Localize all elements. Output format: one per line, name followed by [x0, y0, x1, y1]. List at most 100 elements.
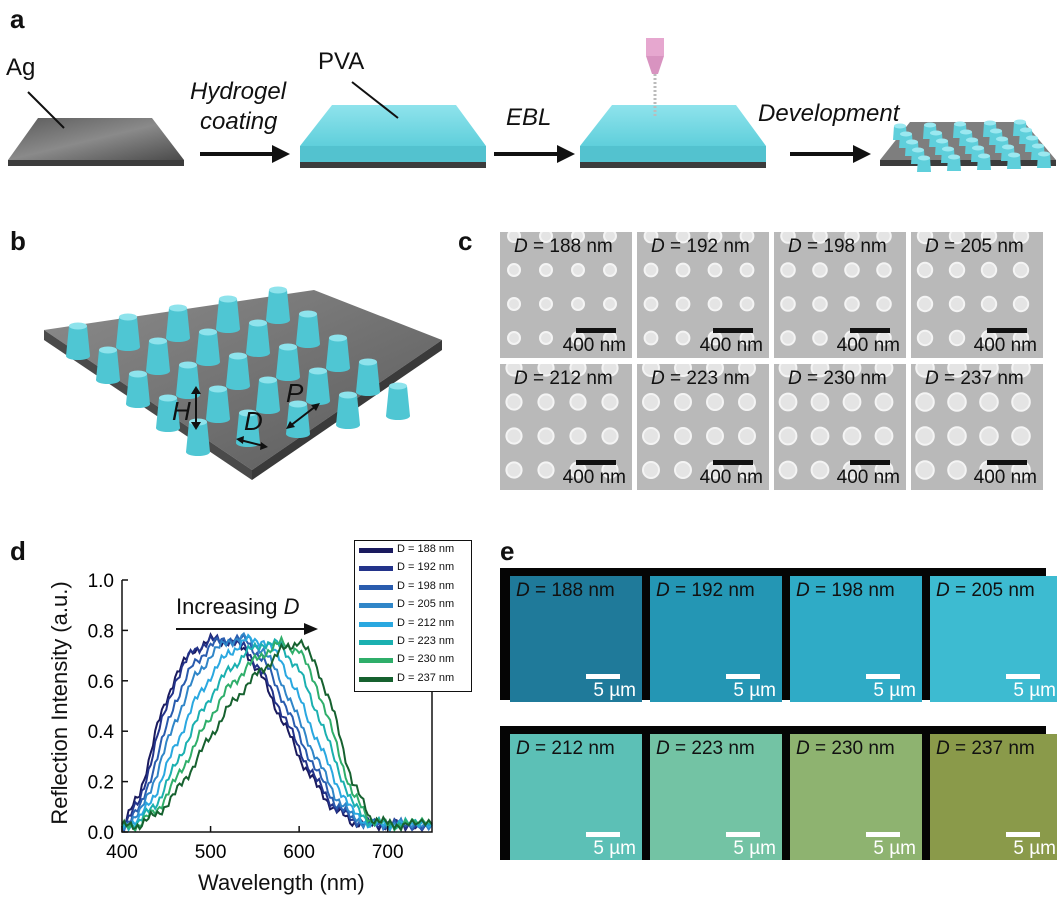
- sem-pillar-dot: [642, 427, 660, 445]
- scale-bar: [586, 832, 620, 837]
- sem-pillar-dot: [505, 461, 523, 479]
- sem-pillar-dot: [507, 232, 521, 243]
- developed-pillar-array: [880, 119, 1056, 172]
- optical-tile: D = 192 nm 5 µm: [650, 576, 782, 702]
- pillar: [126, 370, 150, 408]
- pva-coated-substrate: [300, 105, 486, 168]
- y-tick-label: 0.0: [88, 823, 114, 844]
- scale-bar: [726, 832, 760, 837]
- sem-pillar-dot: [603, 232, 617, 243]
- sem-pillar-dot: [947, 392, 967, 412]
- sem-pillar-dot: [916, 232, 934, 245]
- sem-diameter-label: D = 230 nm: [788, 368, 887, 389]
- sem-pillar-dot: [874, 392, 894, 412]
- sem-pillar-dot: [980, 261, 998, 279]
- sem-pillar-dot: [537, 427, 555, 445]
- legend-swatch: [359, 603, 393, 609]
- increasing-d-arrow: [176, 623, 318, 635]
- sem-pillar-dot: [539, 263, 553, 277]
- y-tick-label: 0.6: [88, 672, 114, 693]
- sem-pillar-dot: [738, 427, 756, 445]
- sem-pillar-dot: [571, 297, 585, 311]
- diameter-arrow: [236, 436, 268, 450]
- sem-pillar-dot: [842, 364, 862, 378]
- scale-bar-label: 5 µm: [733, 838, 776, 859]
- sem-pillar-dot: [844, 296, 860, 312]
- sem-pillar-dot: [780, 262, 796, 278]
- scale-bar: [576, 460, 616, 465]
- scale-bar: [1006, 832, 1040, 837]
- scale-bar-label: 400 nm: [699, 335, 763, 356]
- sem-pillar-dot: [778, 460, 798, 480]
- y-tick-label: 0.8: [88, 621, 114, 642]
- optical-diameter-label: D = 212 nm: [516, 738, 615, 759]
- scale-bar-label: 5 µm: [1013, 838, 1056, 859]
- sem-pillar-dot: [810, 460, 830, 480]
- scale-bar: [726, 674, 760, 679]
- sem-pillar-dot: [569, 427, 587, 445]
- sem-pillar-dot: [812, 262, 828, 278]
- sem-pillar-dot: [1011, 426, 1031, 446]
- sem-pillar-dot: [642, 393, 660, 411]
- sem-pillar-dot: [674, 461, 692, 479]
- sem-pillar-dot: [780, 232, 796, 244]
- sem-pillar-dot: [601, 427, 619, 445]
- scale-bar-label: 5 µm: [1013, 680, 1056, 701]
- pillar: [116, 313, 140, 351]
- sem-pillar-dot: [601, 364, 619, 377]
- panel-label-a: a: [10, 4, 25, 34]
- pillar-small: [1037, 151, 1051, 168]
- sem-pillar-dot: [643, 262, 659, 278]
- hydrogel-coating-label-1: Hydrogel: [190, 78, 287, 105]
- pillar: [156, 394, 180, 432]
- legend-swatch: [359, 640, 393, 645]
- scale-bar-label: 400 nm: [973, 467, 1037, 488]
- pillar: [216, 295, 240, 333]
- pillar: [256, 376, 280, 414]
- pillar: [246, 319, 270, 357]
- sem-pillar-dot: [507, 331, 521, 345]
- sem-pillar-dot: [1011, 392, 1031, 412]
- pva-pointer-line: [351, 81, 399, 119]
- sem-pillar-dot: [603, 297, 617, 311]
- sem-diameter-label: D = 212 nm: [514, 368, 613, 389]
- sem-pillar-dot: [675, 330, 691, 346]
- electron-beam-gun: [646, 38, 664, 118]
- sem-pillar-dot: [738, 364, 756, 377]
- height-arrow: [191, 386, 201, 430]
- sem-pillar-dot: [916, 261, 934, 279]
- sem-pillar-dot: [505, 364, 523, 377]
- pillar: [276, 343, 300, 381]
- sem-diameter-label: D = 223 nm: [651, 368, 750, 389]
- scale-bar-label: 5 µm: [873, 838, 916, 859]
- sem-diameter-label: D = 188 nm: [514, 236, 613, 257]
- sem-pillar-dot: [812, 296, 828, 312]
- sem-pillar-dot: [739, 232, 755, 244]
- sem-pillar-dot: [948, 295, 966, 313]
- sem-pillar-dot: [706, 427, 724, 445]
- pillar: [206, 385, 230, 423]
- sem-pillar-dot: [675, 262, 691, 278]
- optical-image-grid: D = 188 nm 5 µm D = 192 nm 5 µm D = 198 nm 5 …: [500, 568, 1057, 860]
- sem-pillar-dot: [739, 296, 755, 312]
- sem-pillar-dot: [874, 364, 894, 378]
- optical-diameter-label: D = 205 nm: [936, 580, 1035, 601]
- sem-pillar-dot: [539, 297, 553, 311]
- sem-pillar-dot: [601, 393, 619, 411]
- legend-swatch: [359, 566, 393, 572]
- scale-bar: [586, 674, 620, 679]
- sem-pillar-dot: [842, 392, 862, 412]
- pillar: [226, 352, 250, 390]
- sem-diameter-label: D = 237 nm: [925, 368, 1024, 389]
- optical-diameter-label: D = 192 nm: [656, 580, 755, 601]
- sem-pillar-dot: [915, 426, 935, 446]
- sem-pillar-dot: [1012, 295, 1030, 313]
- scale-bar-label: 400 nm: [562, 467, 626, 488]
- scale-bar: [850, 328, 890, 333]
- pillar-small: [893, 123, 907, 140]
- height-label: H: [172, 396, 191, 426]
- legend-swatch: [359, 676, 393, 682]
- fabrication-schematic: [8, 38, 1056, 172]
- sem-pillar-dot: [537, 364, 555, 377]
- sem-pillar-dot: [643, 296, 659, 312]
